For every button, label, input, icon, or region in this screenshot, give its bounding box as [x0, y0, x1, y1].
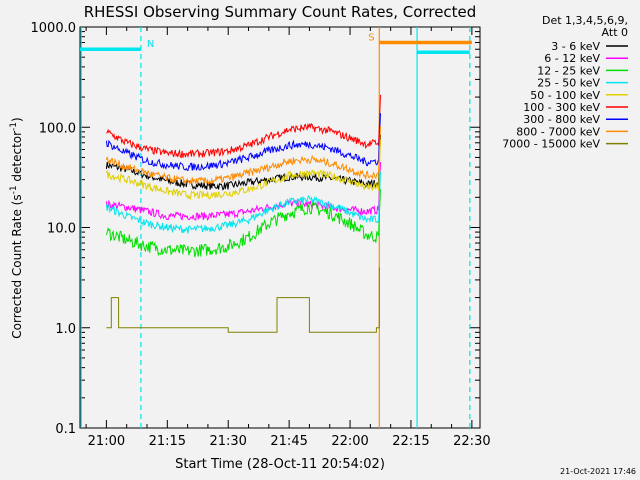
- legend-header: Det 1,3,4,5,6,9,: [542, 14, 628, 27]
- x-tick-label: 22:30: [453, 434, 490, 449]
- legend-entry: 12 - 25 keV: [537, 64, 600, 77]
- legend-entry: 7000 - 15000 keV: [502, 138, 600, 151]
- legend-entry: 100 - 300 keV: [523, 101, 600, 114]
- x-tick-label: 22:15: [392, 434, 429, 449]
- chart-title: RHESSI Observing Summary Count Rates, Co…: [84, 3, 477, 21]
- series-line: [105, 139, 381, 200]
- timestamp: 21-Oct-2021 17:46: [560, 467, 636, 476]
- x-tick-label: 21:15: [149, 434, 186, 449]
- legend-entry: 300 - 800 keV: [523, 113, 600, 126]
- series-line: [106, 94, 381, 159]
- flag-label: S: [368, 33, 374, 44]
- flag-label: N: [147, 39, 154, 50]
- series-line: [106, 267, 380, 333]
- x-tick-label: 21:30: [209, 434, 246, 449]
- series-line: [105, 171, 381, 234]
- y-tick-label: 1.0: [55, 322, 76, 337]
- y-axis-label: Corrected Count Rate (s-1 detector-1): [9, 117, 24, 338]
- y-tick-label: 100.0: [39, 121, 76, 136]
- x-tick-label: 22:00: [331, 434, 368, 449]
- series-line: [105, 189, 381, 258]
- legend-entry: 25 - 50 keV: [537, 77, 600, 90]
- legend-entry: 50 - 100 keV: [530, 89, 600, 102]
- y-tick-label: 10.0: [47, 222, 76, 237]
- series-line: [105, 161, 381, 221]
- y-tick-label: 0.1: [55, 422, 76, 437]
- series-line: [105, 126, 381, 186]
- y-tick-label: 1000.0: [31, 21, 77, 36]
- plot-area: 21:00 21:15 21:30 21:45 22:00 22:15 22:30 0.1 1.…: [31, 21, 491, 449]
- legend-header: Att 0: [602, 26, 628, 39]
- legend-entry: 800 - 7000 keV: [516, 125, 600, 138]
- x-tick-label: 21:00: [88, 434, 125, 449]
- x-tick-label: 21:45: [270, 434, 307, 449]
- x-axis-label: Start Time (28-Oct-11 20:54:02): [175, 457, 385, 472]
- legend-entry: 3 - 6 keV: [551, 40, 600, 53]
- series-line: [105, 113, 381, 172]
- legend-entry: 6 - 12 keV: [544, 52, 600, 65]
